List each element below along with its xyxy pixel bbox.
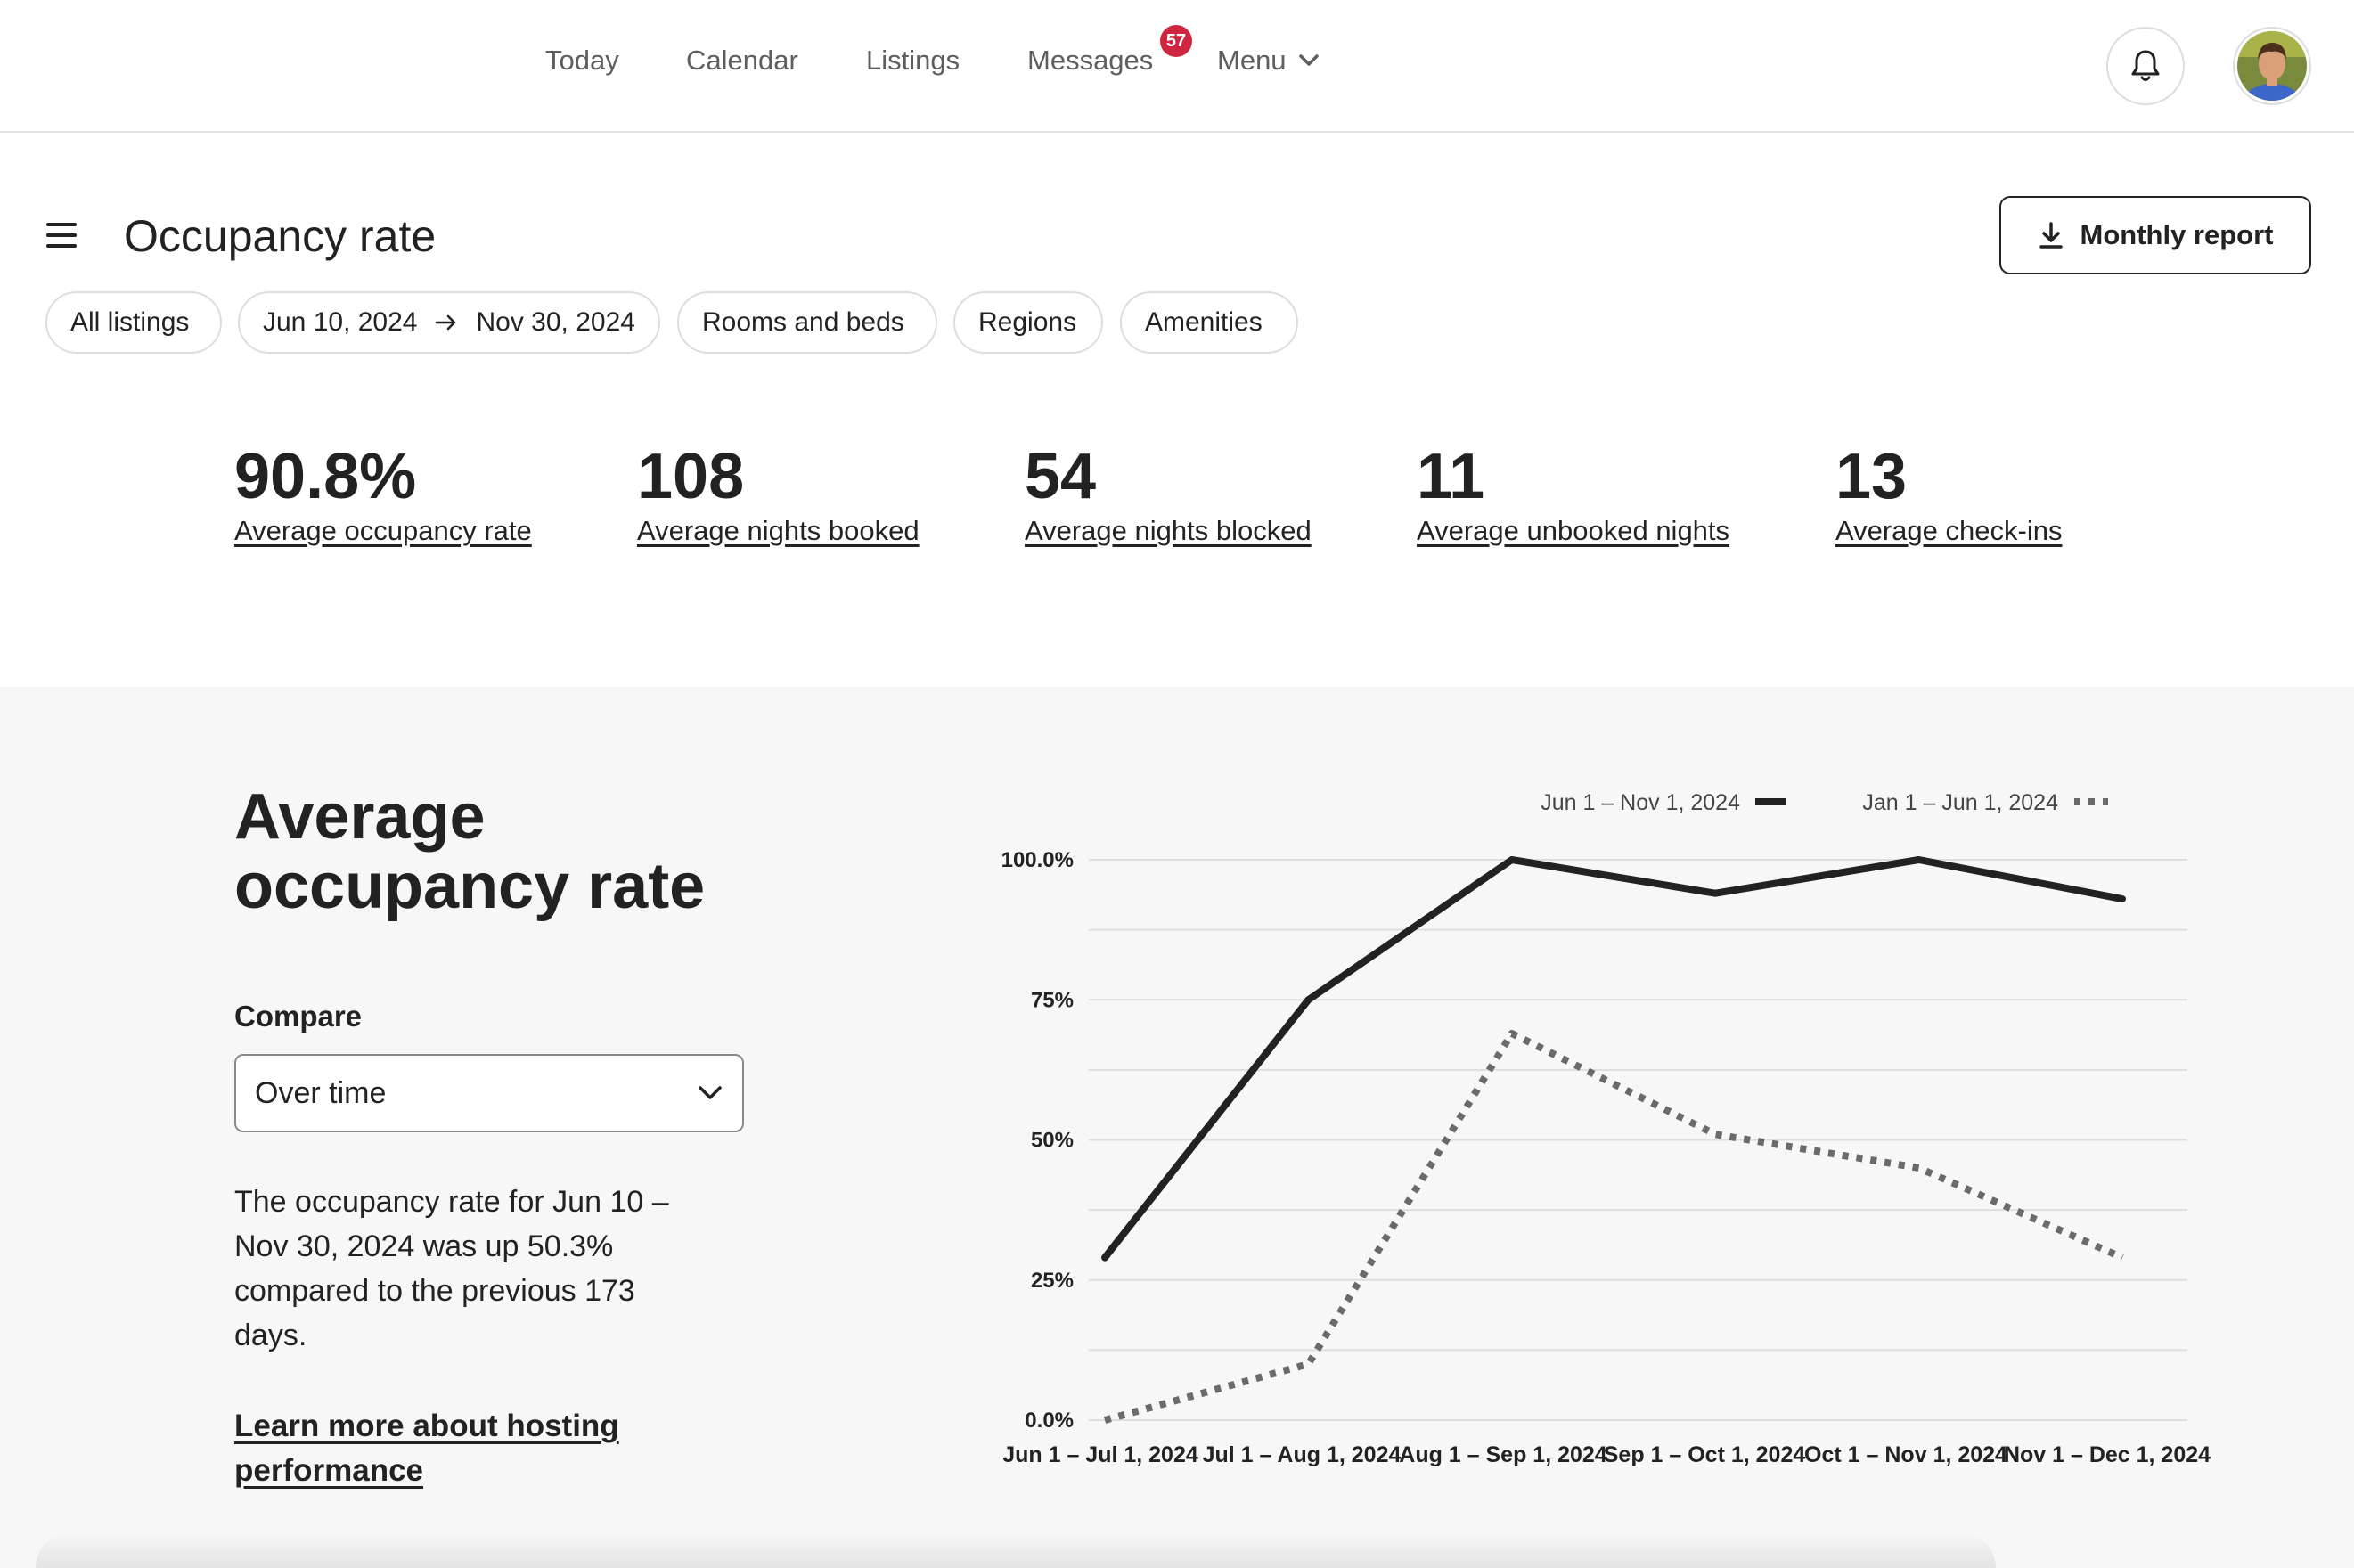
nav-calendar[interactable]: Calendar — [686, 45, 798, 76]
occupancy-line-chart: 0.0%25%50%75%100.0%Jun 1 – Jul 1, 2024 Ju… — [1001, 790, 2211, 1467]
stat-value: 108 — [637, 441, 745, 512]
filter-rooms-and-beds[interactable]: Rooms and beds — [677, 291, 937, 354]
x-tick-label: Nov 1 – Dec 1, 2024 — [2004, 1442, 2211, 1467]
y-tick-label: 25% — [1031, 1269, 1074, 1293]
messages-count-badge: 57 — [1160, 25, 1192, 57]
stat-value: 13 — [1835, 441, 1908, 512]
x-tick-label: Oct 1 – Nov 1, 2024 — [1804, 1442, 2007, 1467]
stat-label-link[interactable]: Average unbooked nights — [1417, 515, 1730, 546]
compare-select[interactable]: Over time — [234, 1054, 744, 1132]
chevron-down-icon — [699, 1086, 722, 1099]
hamburger-menu-icon[interactable] — [46, 223, 77, 248]
stat-nights-blocked: 54 Average nights blocked — [1025, 438, 1312, 547]
stat-value: 90.8% — [234, 441, 417, 512]
arrow-right-icon — [436, 314, 456, 331]
learn-more-link[interactable]: Learn more about hosting performance — [234, 1409, 619, 1488]
filter-all-listings[interactable]: All listings — [45, 291, 222, 354]
stat-label-link[interactable]: Average nights booked — [637, 515, 920, 546]
filter-all-listings-label: All listings — [70, 307, 190, 337]
stat-label-link[interactable]: Average occupancy rate — [234, 515, 532, 546]
y-tick-label: 75% — [1031, 988, 1074, 1012]
bell-icon — [2131, 50, 2160, 81]
nav-listings[interactable]: Listings — [866, 45, 960, 76]
filter-date-range[interactable]: Jun 10, 2024 Nov 30, 2024 — [238, 291, 660, 354]
top-navigation: Today Calendar Listings Messages 57 Menu — [0, 0, 2354, 133]
nav-today[interactable]: Today — [545, 45, 619, 76]
filter-rooms-label: Rooms and beds — [702, 307, 904, 337]
y-tick-label: 50% — [1031, 1129, 1074, 1153]
stat-occupancy: 90.8% Average occupancy rate — [234, 438, 532, 547]
monthly-report-button[interactable]: Monthly report — [1999, 196, 2311, 274]
stat-value: 54 — [1025, 441, 1097, 512]
compare-label: Compare — [234, 1000, 363, 1033]
x-tick-label: Jul 1 – Aug 1, 2024 — [1203, 1442, 1402, 1467]
monthly-report-label: Monthly report — [2080, 219, 2274, 250]
compare-value: Over time — [255, 1075, 387, 1110]
notifications-button[interactable] — [2106, 27, 2185, 105]
stat-value: 11 — [1417, 441, 1485, 512]
filter-regions-label: Regions — [978, 307, 1077, 337]
series-line-current — [1101, 856, 2126, 1262]
section-title: Average occupancy rate — [234, 781, 706, 922]
legend-label-previous: Jan 1 – Jun 1, 2024 — [1862, 790, 2058, 815]
avatar-photo — [2237, 31, 2307, 101]
nav-menu[interactable]: Menu — [1217, 45, 1319, 77]
x-tick-label: Jun 1 – Jul 1, 2024 — [1002, 1442, 1198, 1467]
stat-label-link[interactable]: Average check-ins — [1835, 515, 2063, 546]
stat-unbooked-nights: 11 Average unbooked nights — [1417, 438, 1729, 547]
occupancy-description: The occupancy rate for Jun 10 – Nov 30, … — [234, 1185, 669, 1352]
bottom-shadow — [36, 1532, 1996, 1568]
series-line-previous — [1103, 1029, 2124, 1424]
filter-amenities-label: Amenities — [1145, 307, 1263, 337]
x-tick-label: Sep 1 – Oct 1, 2024 — [1604, 1442, 1806, 1467]
nav-messages[interactable]: Messages — [1027, 45, 1154, 76]
y-tick-label: 0.0% — [1025, 1409, 1074, 1433]
nav-menu-label: Menu — [1217, 45, 1287, 76]
download-icon — [2039, 222, 2063, 249]
stat-label-link[interactable]: Average nights blocked — [1025, 515, 1312, 546]
y-tick-label: 100.0% — [1001, 848, 1074, 872]
legend-label-current: Jun 1 – Nov 1, 2024 — [1541, 790, 1740, 815]
filter-amenities[interactable]: Amenities — [1120, 291, 1298, 354]
date-end: Nov 30, 2024 — [476, 307, 635, 337]
filter-regions[interactable]: Regions — [953, 291, 1103, 354]
stat-nights-booked: 108 Average nights booked — [637, 438, 920, 547]
page-title: Occupancy rate — [124, 211, 437, 261]
user-avatar[interactable] — [2233, 27, 2311, 105]
stat-check-ins: 13 Average check-ins — [1835, 438, 2062, 547]
date-start: Jun 10, 2024 — [263, 307, 418, 337]
x-tick-label: Aug 1 – Sep 1, 2024 — [1399, 1442, 1607, 1467]
chevron-down-icon — [1298, 54, 1319, 66]
